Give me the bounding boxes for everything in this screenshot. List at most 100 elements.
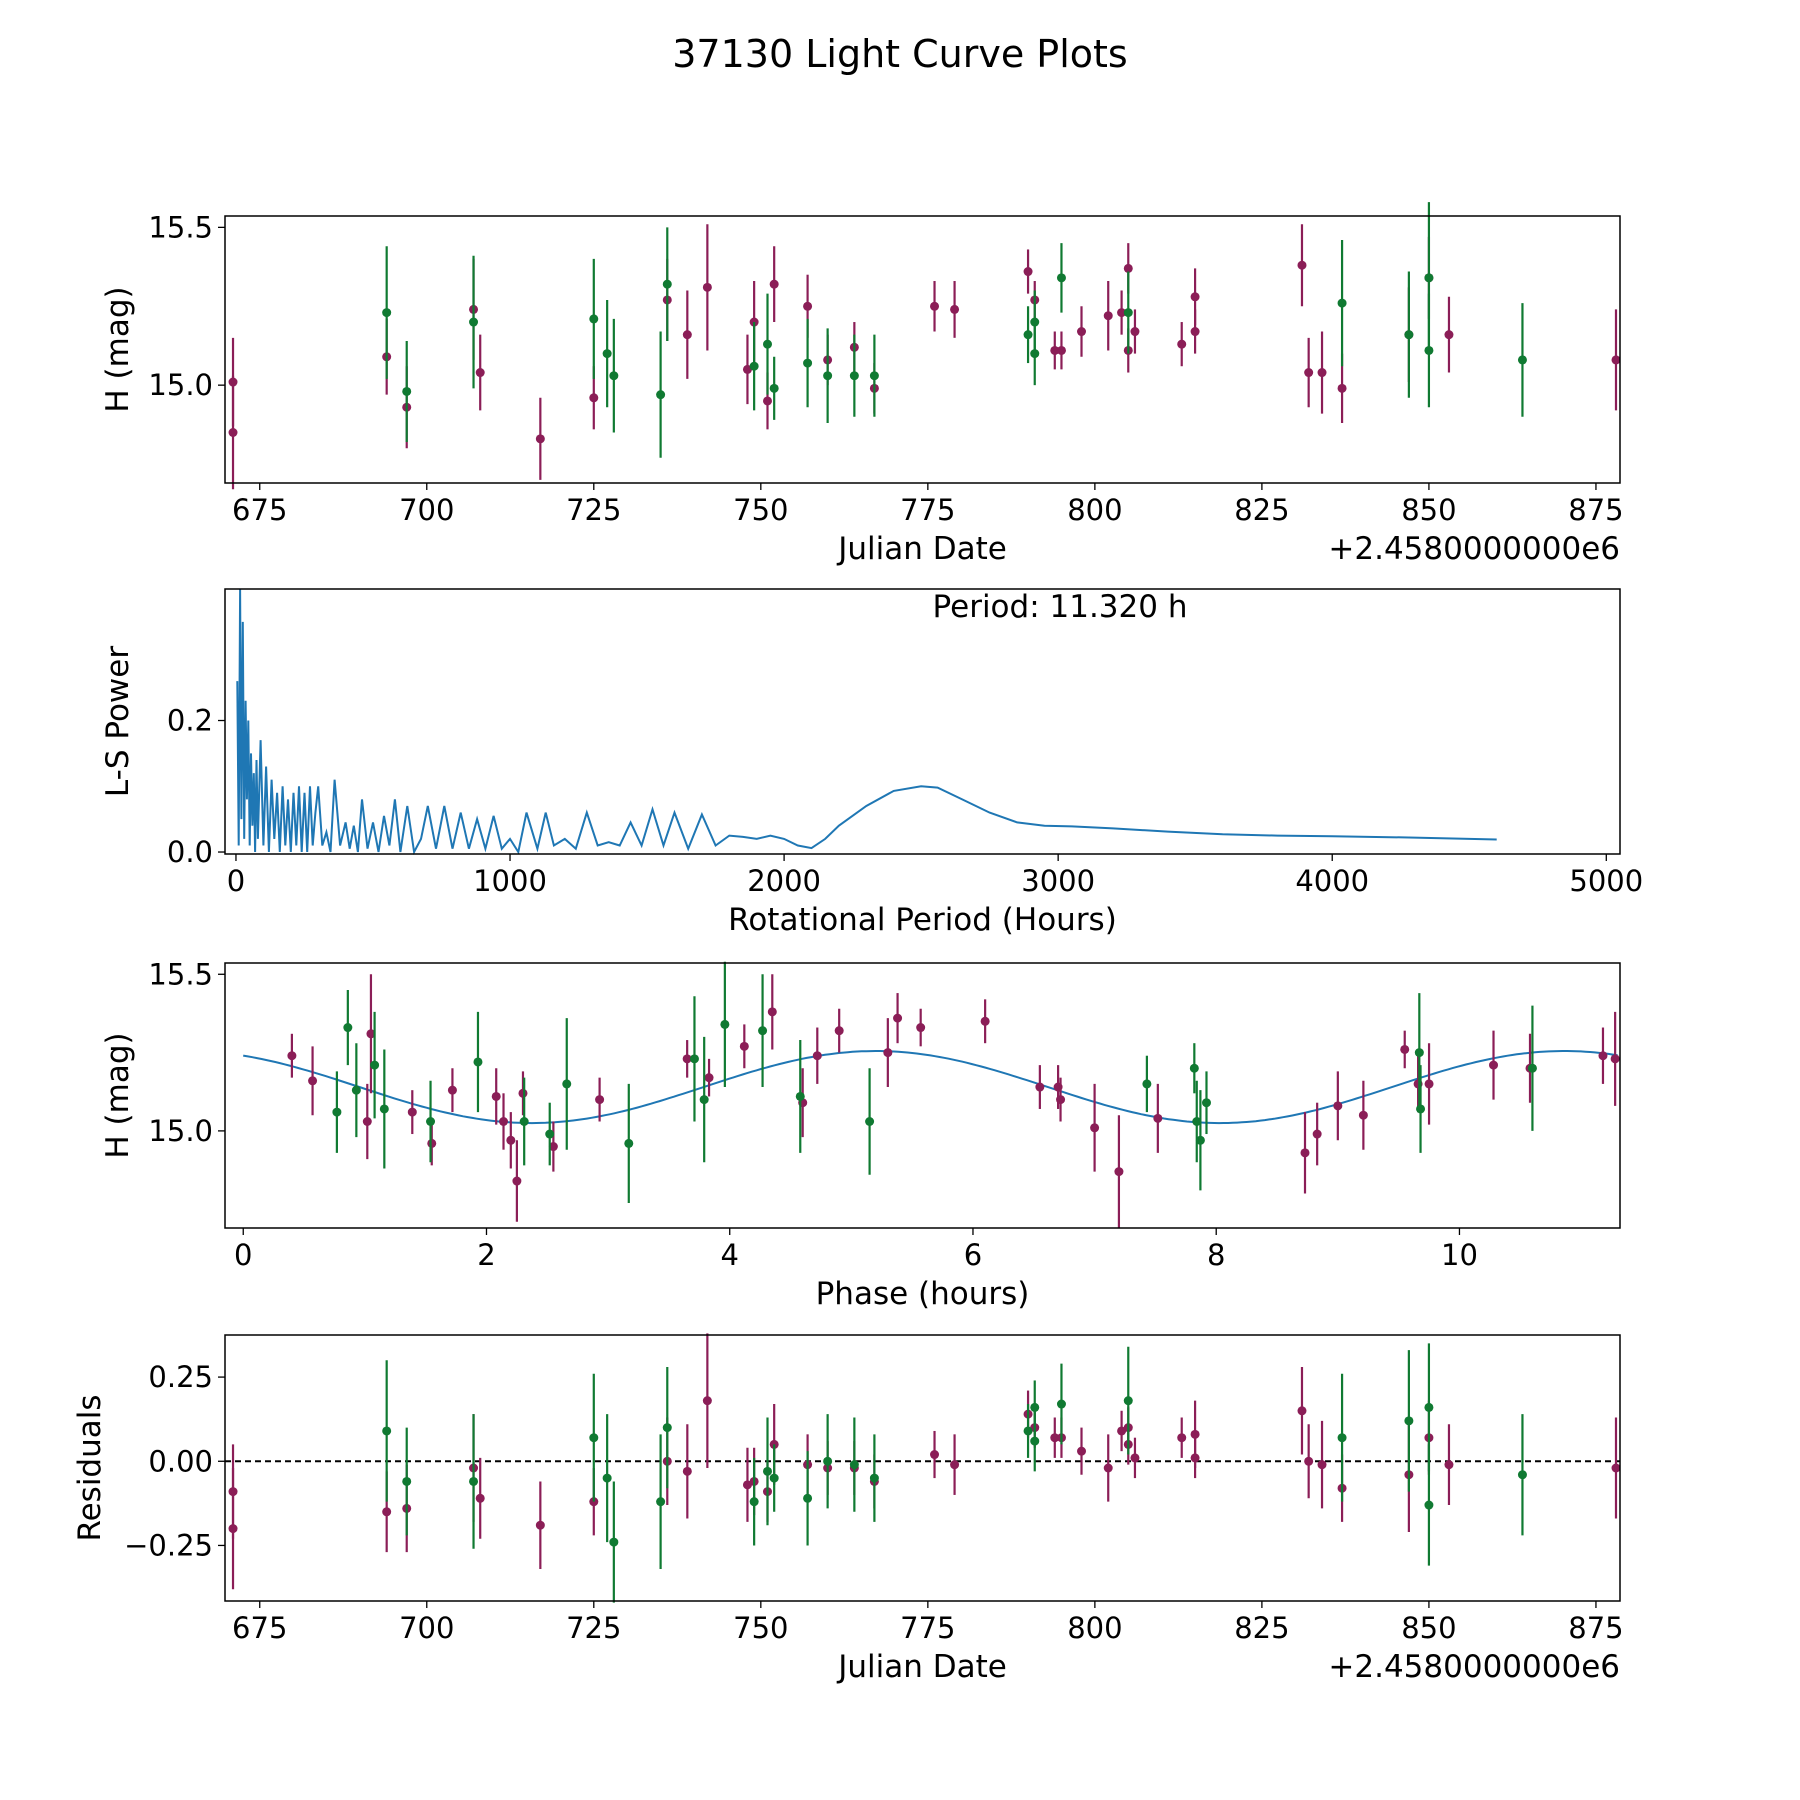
data-point-purple: [883, 1048, 893, 1058]
data-point-green: [1123, 1396, 1133, 1406]
data-point-green: [1030, 349, 1040, 359]
data-point-green: [823, 371, 833, 381]
data-point-purple: [589, 393, 599, 403]
x-tick-label: 725: [566, 1611, 621, 1645]
y-axis-label: H (mag): [100, 286, 136, 412]
data-point-purple: [506, 1135, 516, 1145]
data-point-green: [1517, 355, 1527, 365]
data-point-green: [379, 1104, 389, 1114]
data-point-purple: [702, 282, 712, 292]
data-point-green: [1123, 308, 1133, 318]
data-point-purple: [362, 1116, 372, 1126]
data-point-purple: [499, 1116, 509, 1126]
x-tick-label: 4: [721, 1238, 739, 1272]
x-tick-label: 3000: [1021, 864, 1095, 898]
data-point-purple: [1103, 311, 1113, 321]
data-point-green: [609, 371, 619, 381]
data-point-purple: [1610, 1054, 1620, 1064]
data-point-purple: [447, 1085, 457, 1095]
data-point-purple: [1117, 1426, 1127, 1436]
power-line: [236, 588, 1497, 856]
data-point-green: [1404, 330, 1414, 340]
data-point-green: [1337, 1433, 1347, 1443]
data-point-green: [1424, 1402, 1434, 1412]
data-point-green: [849, 1460, 859, 1470]
data-point-green: [1023, 1426, 1033, 1436]
data-point-purple: [1611, 355, 1621, 365]
data-point-purple: [704, 1073, 714, 1083]
data-point-green: [602, 1473, 612, 1483]
data-point-green: [602, 349, 612, 359]
figure-title: 37130 Light Curve Plots: [672, 32, 1127, 76]
data-point-purple: [382, 1507, 392, 1517]
data-point-green: [473, 1057, 483, 1067]
data-point-purple: [1333, 1101, 1343, 1111]
data-point-purple: [535, 1520, 545, 1530]
x-tick-label: 675: [232, 1611, 287, 1645]
data-point-purple: [1050, 1433, 1060, 1443]
data-point-purple: [1297, 260, 1307, 270]
data-point-purple: [812, 1051, 822, 1061]
data-point-purple: [1050, 345, 1060, 355]
x-tick-label: 850: [1401, 1611, 1456, 1645]
data-point-green: [849, 371, 859, 381]
data-point-purple: [1304, 368, 1314, 378]
data-point-purple: [1130, 327, 1140, 337]
data-point-green: [382, 308, 392, 318]
data-point-green: [656, 390, 666, 400]
data-point-purple: [1190, 292, 1200, 302]
data-point-green: [1527, 1063, 1537, 1073]
data-point-purple: [767, 1007, 777, 1017]
x-tick-label: 750: [733, 1611, 788, 1645]
data-point-purple: [1077, 1446, 1087, 1456]
data-point-green: [1023, 330, 1033, 340]
x-tick-label: 2000: [747, 864, 821, 898]
y-tick-label: 15.0: [148, 1114, 213, 1148]
x-tick-label: 4000: [1295, 864, 1369, 898]
data-point-green: [1195, 1135, 1205, 1145]
data-point-green: [1192, 1116, 1202, 1126]
data-point-purple: [1114, 1167, 1124, 1177]
data-point-green: [803, 1493, 813, 1503]
data-point-green: [519, 1116, 529, 1126]
data-point-purple: [1177, 1433, 1187, 1443]
data-point-green: [869, 371, 879, 381]
data-point-purple: [1035, 1082, 1045, 1092]
data-point-green: [402, 386, 412, 396]
x-tick-label: 875: [1568, 493, 1623, 527]
x-offset-label: +2.4580000000e6: [1328, 1649, 1620, 1685]
data-point-purple: [512, 1176, 522, 1186]
data-point-green: [351, 1085, 361, 1095]
data-point-green: [343, 1023, 353, 1033]
data-point-green: [662, 1423, 672, 1433]
data-point-purple: [228, 428, 238, 438]
data-point-purple: [1444, 1460, 1454, 1470]
data-point-purple: [1300, 1148, 1310, 1158]
data-point-purple: [742, 364, 752, 374]
data-point-purple: [287, 1051, 297, 1061]
residuals-panel: 675 700 725 750 775 800 825 850 875 −0.25 0.00 0.25…: [72, 1333, 1624, 1685]
data-point-purple: [916, 1023, 926, 1033]
data-point-purple: [1130, 1453, 1140, 1463]
data-point-green: [865, 1116, 875, 1126]
x-tick-label: 6: [964, 1238, 982, 1272]
x-axis-label: Julian Date: [836, 531, 1007, 567]
data-point-green: [1424, 345, 1434, 355]
data-point-purple: [769, 279, 779, 289]
x-tick-label: 700: [399, 1611, 454, 1645]
data-point-green: [469, 1476, 479, 1486]
y-tick-label: −0.25: [124, 1528, 213, 1562]
data-point-purple: [1358, 1110, 1368, 1120]
data-point-purple: [1103, 1463, 1113, 1473]
data-point-green: [1416, 1104, 1426, 1114]
data-point-purple: [763, 396, 772, 406]
axes-frame: [224, 1334, 1621, 1602]
x-tick-label: 5000: [1569, 864, 1643, 898]
data-point-purple: [1023, 267, 1033, 277]
axes-frame: [224, 215, 1621, 484]
model-fit-curve: [243, 1050, 1618, 1125]
y-tick-label: 0.25: [148, 1360, 213, 1394]
x-tick-label: 750: [733, 493, 788, 527]
data-point-purple: [980, 1016, 990, 1026]
